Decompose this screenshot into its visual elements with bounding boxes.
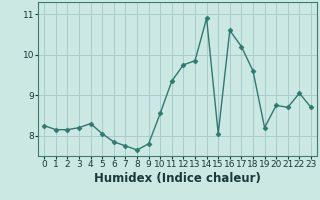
X-axis label: Humidex (Indice chaleur): Humidex (Indice chaleur): [94, 172, 261, 185]
